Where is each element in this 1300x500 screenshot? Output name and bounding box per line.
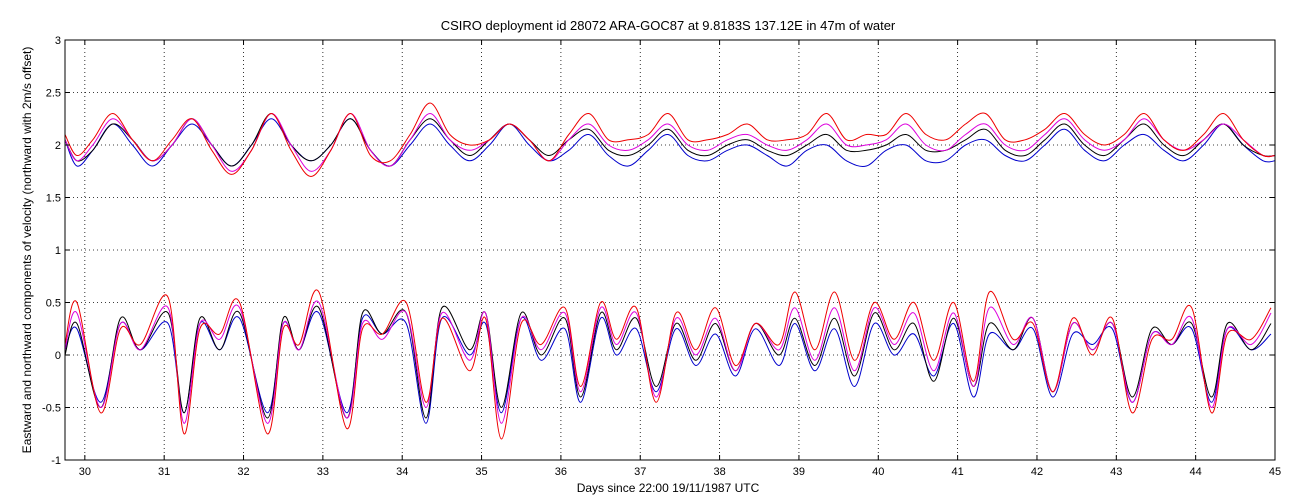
series-line-bin-red-northward [64, 102, 1276, 177]
series-line-bin-blue [64, 310, 1272, 424]
x-tick-label: 31 [158, 466, 170, 478]
chart-title: CSIRO deployment id 28072 ARA-GOC87 at 9… [441, 18, 896, 33]
x-tick-label: 40 [872, 466, 884, 478]
x-tick-label: 36 [555, 466, 567, 478]
data-series [64, 102, 1276, 440]
x-tick-label: 33 [317, 466, 329, 478]
series-line-bin-blue-northward [64, 118, 1276, 167]
x-tick-label: 43 [1110, 466, 1122, 478]
y-tick-label: -1 [51, 455, 61, 467]
x-axis-ticks: 30 31 32 33 34 35 36 37 38 39 40 41 42 43 44 45 [79, 40, 1281, 478]
x-tick-label: 45 [1269, 466, 1281, 478]
y-tick-label: 2 [55, 140, 61, 152]
series-line-bin-red [64, 289, 1272, 440]
y-tick-label: 0 [55, 350, 61, 362]
x-tick-label: 42 [1031, 466, 1043, 478]
y-tick-label: 3 [55, 35, 61, 47]
y-tick-label: 0.5 [46, 298, 61, 310]
x-tick-label: 34 [396, 466, 408, 478]
y-tick-label: -0.5 [42, 403, 61, 415]
x-tick-label: 39 [793, 466, 805, 478]
y-tick-label: 1.5 [46, 193, 61, 205]
x-tick-label: 32 [237, 466, 249, 478]
x-tick-label: 37 [634, 466, 646, 478]
y-tick-label: 1 [55, 245, 61, 257]
series-line-bin-black-northward [64, 113, 1276, 167]
y-axis-label: Eastward and northward components of vel… [20, 47, 34, 454]
x-tick-label: 44 [1190, 466, 1202, 478]
x-axis-label: Days since 22:00 19/11/1987 UTC [577, 481, 760, 495]
y-axis-ticks: -1 -0.5 0 0.5 1 1.5 2 2.5 3 [42, 35, 1275, 467]
x-tick-label: 41 [951, 466, 963, 478]
x-tick-label: 30 [79, 466, 91, 478]
x-tick-label: 35 [475, 466, 487, 478]
y-tick-label: 2.5 [46, 88, 61, 100]
x-tick-label: 38 [713, 466, 725, 478]
